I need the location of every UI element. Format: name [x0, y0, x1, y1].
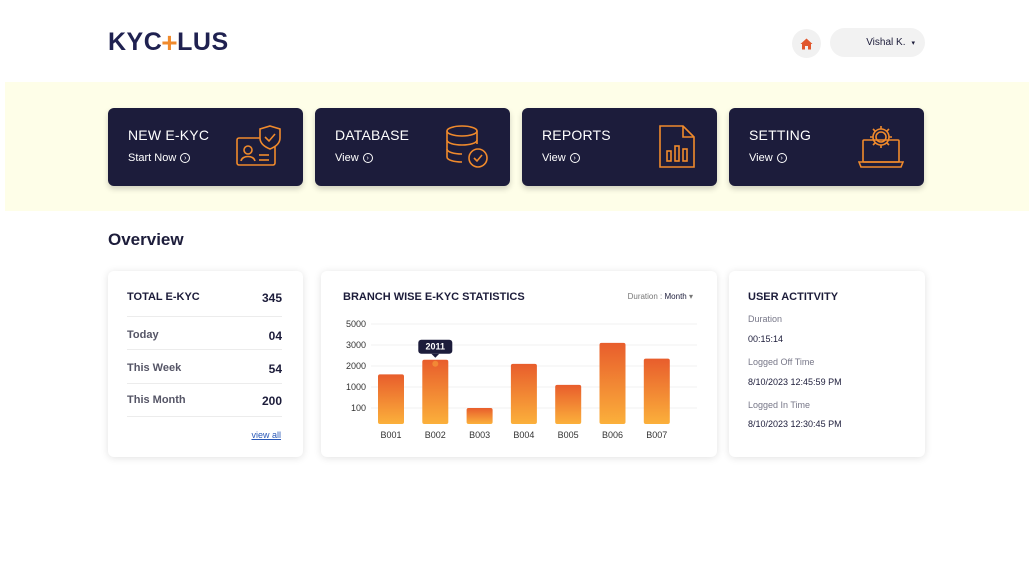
arrow-right-circle-icon: ›	[180, 153, 191, 163]
logged-off-label: Logged Off Time	[748, 357, 815, 367]
tile-link-label: View	[749, 152, 773, 164]
bar-b002[interactable]	[422, 359, 449, 424]
bar-b001[interactable]	[378, 374, 404, 424]
y-tick-label: 1000	[346, 382, 366, 392]
stat-label: Today	[127, 329, 159, 341]
tile-link[interactable]: View ›	[749, 152, 787, 164]
view-all-link[interactable]: view all	[251, 430, 281, 440]
bar-marker	[432, 360, 439, 367]
header: KYC + LUS Vishal K. ▾	[0, 0, 1035, 82]
x-tick-label: B004	[513, 430, 534, 440]
branch-stats-card: 100 1000 2000 3000 5000 B001 B002 B003 B004 B005 B…	[321, 271, 717, 457]
total-value: 345	[261, 291, 282, 305]
home-button[interactable]	[792, 29, 821, 58]
logo-plus: +	[161, 26, 179, 58]
activity-title: USER ACTITVITY	[748, 291, 839, 303]
bar-b003[interactable]	[466, 408, 493, 424]
tile-title: DATABASE	[335, 127, 410, 143]
divider	[127, 416, 282, 417]
user-name: Vishal K.	[866, 37, 906, 48]
tile-link[interactable]: View ›	[542, 152, 580, 164]
x-tick-label: B007	[646, 430, 667, 440]
tile-link-label: View	[335, 152, 359, 164]
chart-title: BRANCH WISE E-KYC STATISTICS	[343, 291, 525, 303]
tile-link[interactable]: View ›	[335, 152, 373, 164]
tile-title: REPORTS	[542, 127, 611, 143]
user-activity-card: USER ACTITVITY Duration 00:15:14 Logged …	[729, 271, 925, 457]
tile-title: SETTING	[749, 127, 812, 143]
y-tick-label: 5000	[346, 319, 366, 329]
tile-link-label: Start Now	[128, 152, 177, 164]
y-tick-label: 100	[351, 403, 366, 413]
bar-b004[interactable]	[510, 363, 537, 424]
x-tick-label: B005	[558, 430, 579, 440]
tile-setting[interactable]: SETTING View ›	[729, 108, 924, 186]
stat-value: 54	[268, 362, 282, 376]
tile-database[interactable]: DATABASE View ›	[315, 108, 510, 186]
y-tick-label: 2000	[346, 361, 366, 371]
duration-value: Month	[664, 292, 687, 301]
duration-value: 00:15:14	[748, 334, 784, 344]
y-tick-label: 3000	[346, 340, 366, 350]
divider	[127, 349, 282, 350]
stat-value: 200	[261, 394, 282, 408]
logged-in-label: Logged In Time	[748, 400, 811, 410]
x-tick-label: B001	[380, 430, 401, 440]
x-tick-label: B003	[469, 430, 490, 440]
tile-new-ekyc[interactable]: NEW E-KYC Start Now ›	[108, 108, 303, 186]
duration-label: Duration	[748, 314, 783, 324]
logged-off-value: 8/10/2023 12:45:59 PM	[748, 377, 842, 387]
overview-title: Overview	[108, 230, 184, 249]
stat-label: This Month	[127, 394, 186, 406]
stat-row-month: This Month 200	[127, 394, 282, 408]
report-chart-icon	[659, 125, 695, 168]
duration-select[interactable]: Duration : Month ▾	[628, 292, 693, 301]
chevron-down-icon: ▾	[688, 292, 693, 301]
tooltip-value: 2011	[426, 342, 446, 352]
total-row: TOTAL E-KYC 345	[127, 291, 282, 305]
app-logo[interactable]: KYC + LUS	[108, 28, 229, 57]
home-icon	[800, 38, 813, 49]
arrow-right-circle-icon: ›	[362, 153, 373, 163]
chevron-down-icon: ▾	[911, 39, 915, 47]
id-card-shield-icon	[236, 125, 281, 166]
bar-tooltip: 2011	[418, 339, 453, 358]
laptop-gear-icon	[858, 126, 904, 168]
tile-reports[interactable]: REPORTS View ›	[522, 108, 717, 186]
arrow-right-circle-icon: ›	[776, 153, 787, 163]
logo-left: KYC	[108, 28, 163, 56]
x-tick-label: B002	[425, 430, 446, 440]
bar-b006[interactable]	[599, 342, 626, 424]
logo-right: LUS	[177, 28, 229, 56]
arrow-right-circle-icon: ›	[569, 153, 580, 163]
divider	[127, 383, 282, 384]
bar-b007[interactable]	[643, 358, 670, 424]
tile-title: NEW E-KYC	[128, 127, 210, 143]
database-check-icon	[446, 125, 488, 168]
stat-row-week: This Week 54	[127, 362, 282, 376]
tile-link-label: View	[542, 152, 566, 164]
logged-in-value: 8/10/2023 12:30:45 PM	[748, 419, 842, 429]
user-menu[interactable]: Vishal K. ▾	[830, 28, 925, 57]
divider	[127, 316, 282, 317]
x-tick-label: B006	[602, 430, 623, 440]
bar-b005[interactable]	[555, 384, 582, 424]
stat-value: 04	[268, 329, 282, 343]
tile-link[interactable]: Start Now ›	[128, 152, 191, 164]
stat-label: This Week	[127, 362, 182, 374]
total-ekyc-card: TOTAL E-KYC 345 Today 04 This Week 54 Th…	[108, 271, 303, 457]
stat-row-today: Today 04	[127, 329, 282, 343]
total-label: TOTAL E-KYC	[127, 291, 200, 303]
branch-bar-chart: 100 1000 2000 3000 5000 B001 B002 B003 B004 B005 B…	[346, 319, 697, 440]
duration-label: Duration :	[627, 292, 663, 301]
